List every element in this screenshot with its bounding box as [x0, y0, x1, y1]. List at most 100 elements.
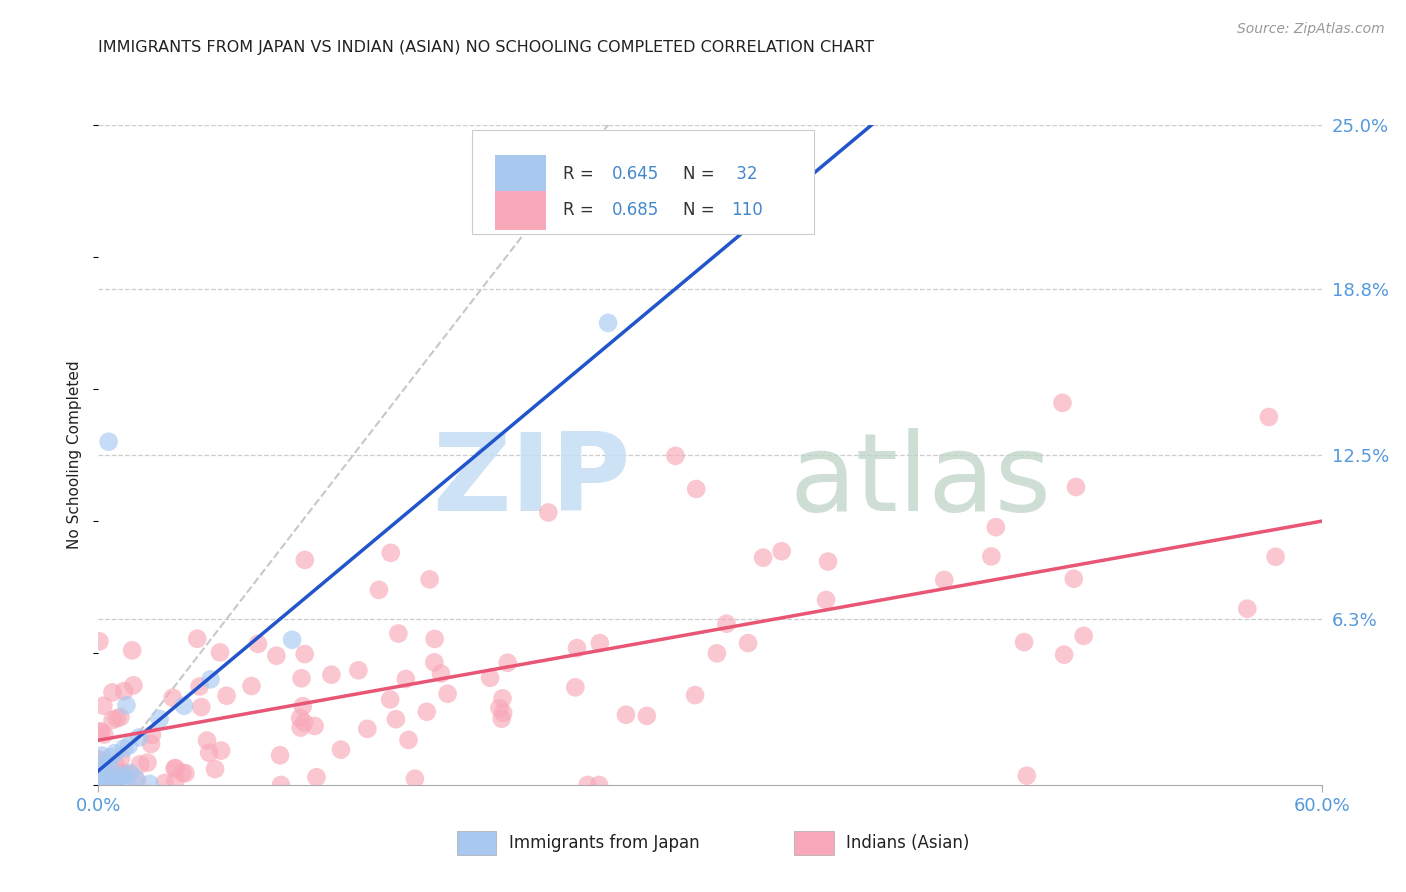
- Point: [110, 710, 132, 724]
- Point: [436, 687, 458, 701]
- Point: [90, 724, 112, 739]
- Point: [141, 728, 163, 742]
- FancyBboxPatch shape: [495, 155, 546, 194]
- Point: [416, 705, 439, 719]
- Point: [404, 772, 426, 786]
- Point: [101, 685, 124, 699]
- Point: [186, 632, 208, 646]
- Point: [105, 711, 128, 725]
- Point: [294, 647, 316, 661]
- Text: 32: 32: [731, 165, 758, 184]
- Text: N =: N =: [683, 165, 720, 184]
- Point: [380, 692, 402, 706]
- Point: [329, 742, 352, 756]
- Point: [270, 778, 292, 792]
- Text: Source: ZipAtlas.com: Source: ZipAtlas.com: [1237, 22, 1385, 37]
- Point: [91, 770, 114, 784]
- Text: 0.685: 0.685: [612, 201, 659, 219]
- Point: [491, 712, 513, 726]
- Point: [752, 550, 775, 565]
- Point: [430, 666, 453, 681]
- Point: [614, 707, 637, 722]
- Point: [934, 573, 956, 587]
- Point: [125, 774, 148, 789]
- Text: 0.645: 0.645: [612, 165, 659, 184]
- Point: [89, 753, 111, 767]
- Point: [770, 544, 793, 558]
- Point: [195, 733, 218, 747]
- Point: [128, 731, 150, 745]
- FancyBboxPatch shape: [471, 129, 814, 234]
- Point: [1257, 409, 1279, 424]
- Point: [89, 765, 111, 780]
- Point: [537, 506, 560, 520]
- Point: [737, 636, 759, 650]
- Point: [90, 724, 112, 739]
- Point: [1012, 635, 1035, 649]
- Point: [385, 712, 408, 726]
- Point: [108, 771, 131, 785]
- Point: [356, 722, 378, 736]
- Point: [1052, 396, 1074, 410]
- Point: [294, 553, 316, 567]
- Point: [118, 766, 141, 780]
- Text: R =: R =: [564, 201, 599, 219]
- Point: [118, 739, 141, 753]
- Point: [110, 766, 132, 780]
- Point: [683, 688, 706, 702]
- Point: [115, 698, 138, 713]
- Text: Immigrants from Japan: Immigrants from Japan: [509, 834, 700, 852]
- Point: [1073, 629, 1095, 643]
- Point: [162, 690, 184, 705]
- Point: [491, 691, 513, 706]
- Point: [980, 549, 1002, 564]
- Point: [101, 713, 124, 727]
- Point: [815, 593, 838, 607]
- Point: [269, 748, 291, 763]
- Point: [1015, 769, 1038, 783]
- Point: [94, 775, 117, 789]
- Point: [149, 712, 172, 726]
- Point: [246, 637, 269, 651]
- Point: [172, 766, 194, 780]
- Point: [291, 699, 314, 714]
- Point: [281, 632, 304, 647]
- Point: [129, 757, 152, 772]
- Point: [817, 555, 839, 569]
- Point: [576, 778, 599, 792]
- Point: [1064, 480, 1087, 494]
- Point: [208, 645, 231, 659]
- Point: [984, 520, 1007, 534]
- Point: [122, 678, 145, 692]
- Point: [209, 744, 232, 758]
- Point: [112, 741, 135, 756]
- Point: [664, 449, 686, 463]
- Point: [98, 767, 121, 781]
- Point: [110, 751, 132, 765]
- Point: [240, 679, 263, 693]
- Point: [188, 680, 211, 694]
- Point: [290, 671, 312, 685]
- Point: [636, 709, 658, 723]
- Point: [100, 750, 122, 764]
- Point: [706, 646, 728, 660]
- Point: [292, 715, 315, 730]
- Point: [115, 767, 138, 781]
- Point: [104, 757, 127, 772]
- Point: [163, 762, 186, 776]
- Point: [103, 776, 125, 790]
- Point: [96, 768, 118, 782]
- Point: [94, 756, 117, 771]
- Point: [153, 776, 176, 790]
- Point: [115, 776, 138, 790]
- Point: [423, 632, 446, 646]
- Point: [112, 769, 135, 783]
- Point: [90, 748, 112, 763]
- Point: [173, 698, 195, 713]
- Point: [398, 732, 420, 747]
- Point: [321, 667, 343, 681]
- Point: [266, 648, 288, 663]
- Point: [215, 689, 238, 703]
- Point: [97, 434, 120, 449]
- Point: [305, 770, 328, 784]
